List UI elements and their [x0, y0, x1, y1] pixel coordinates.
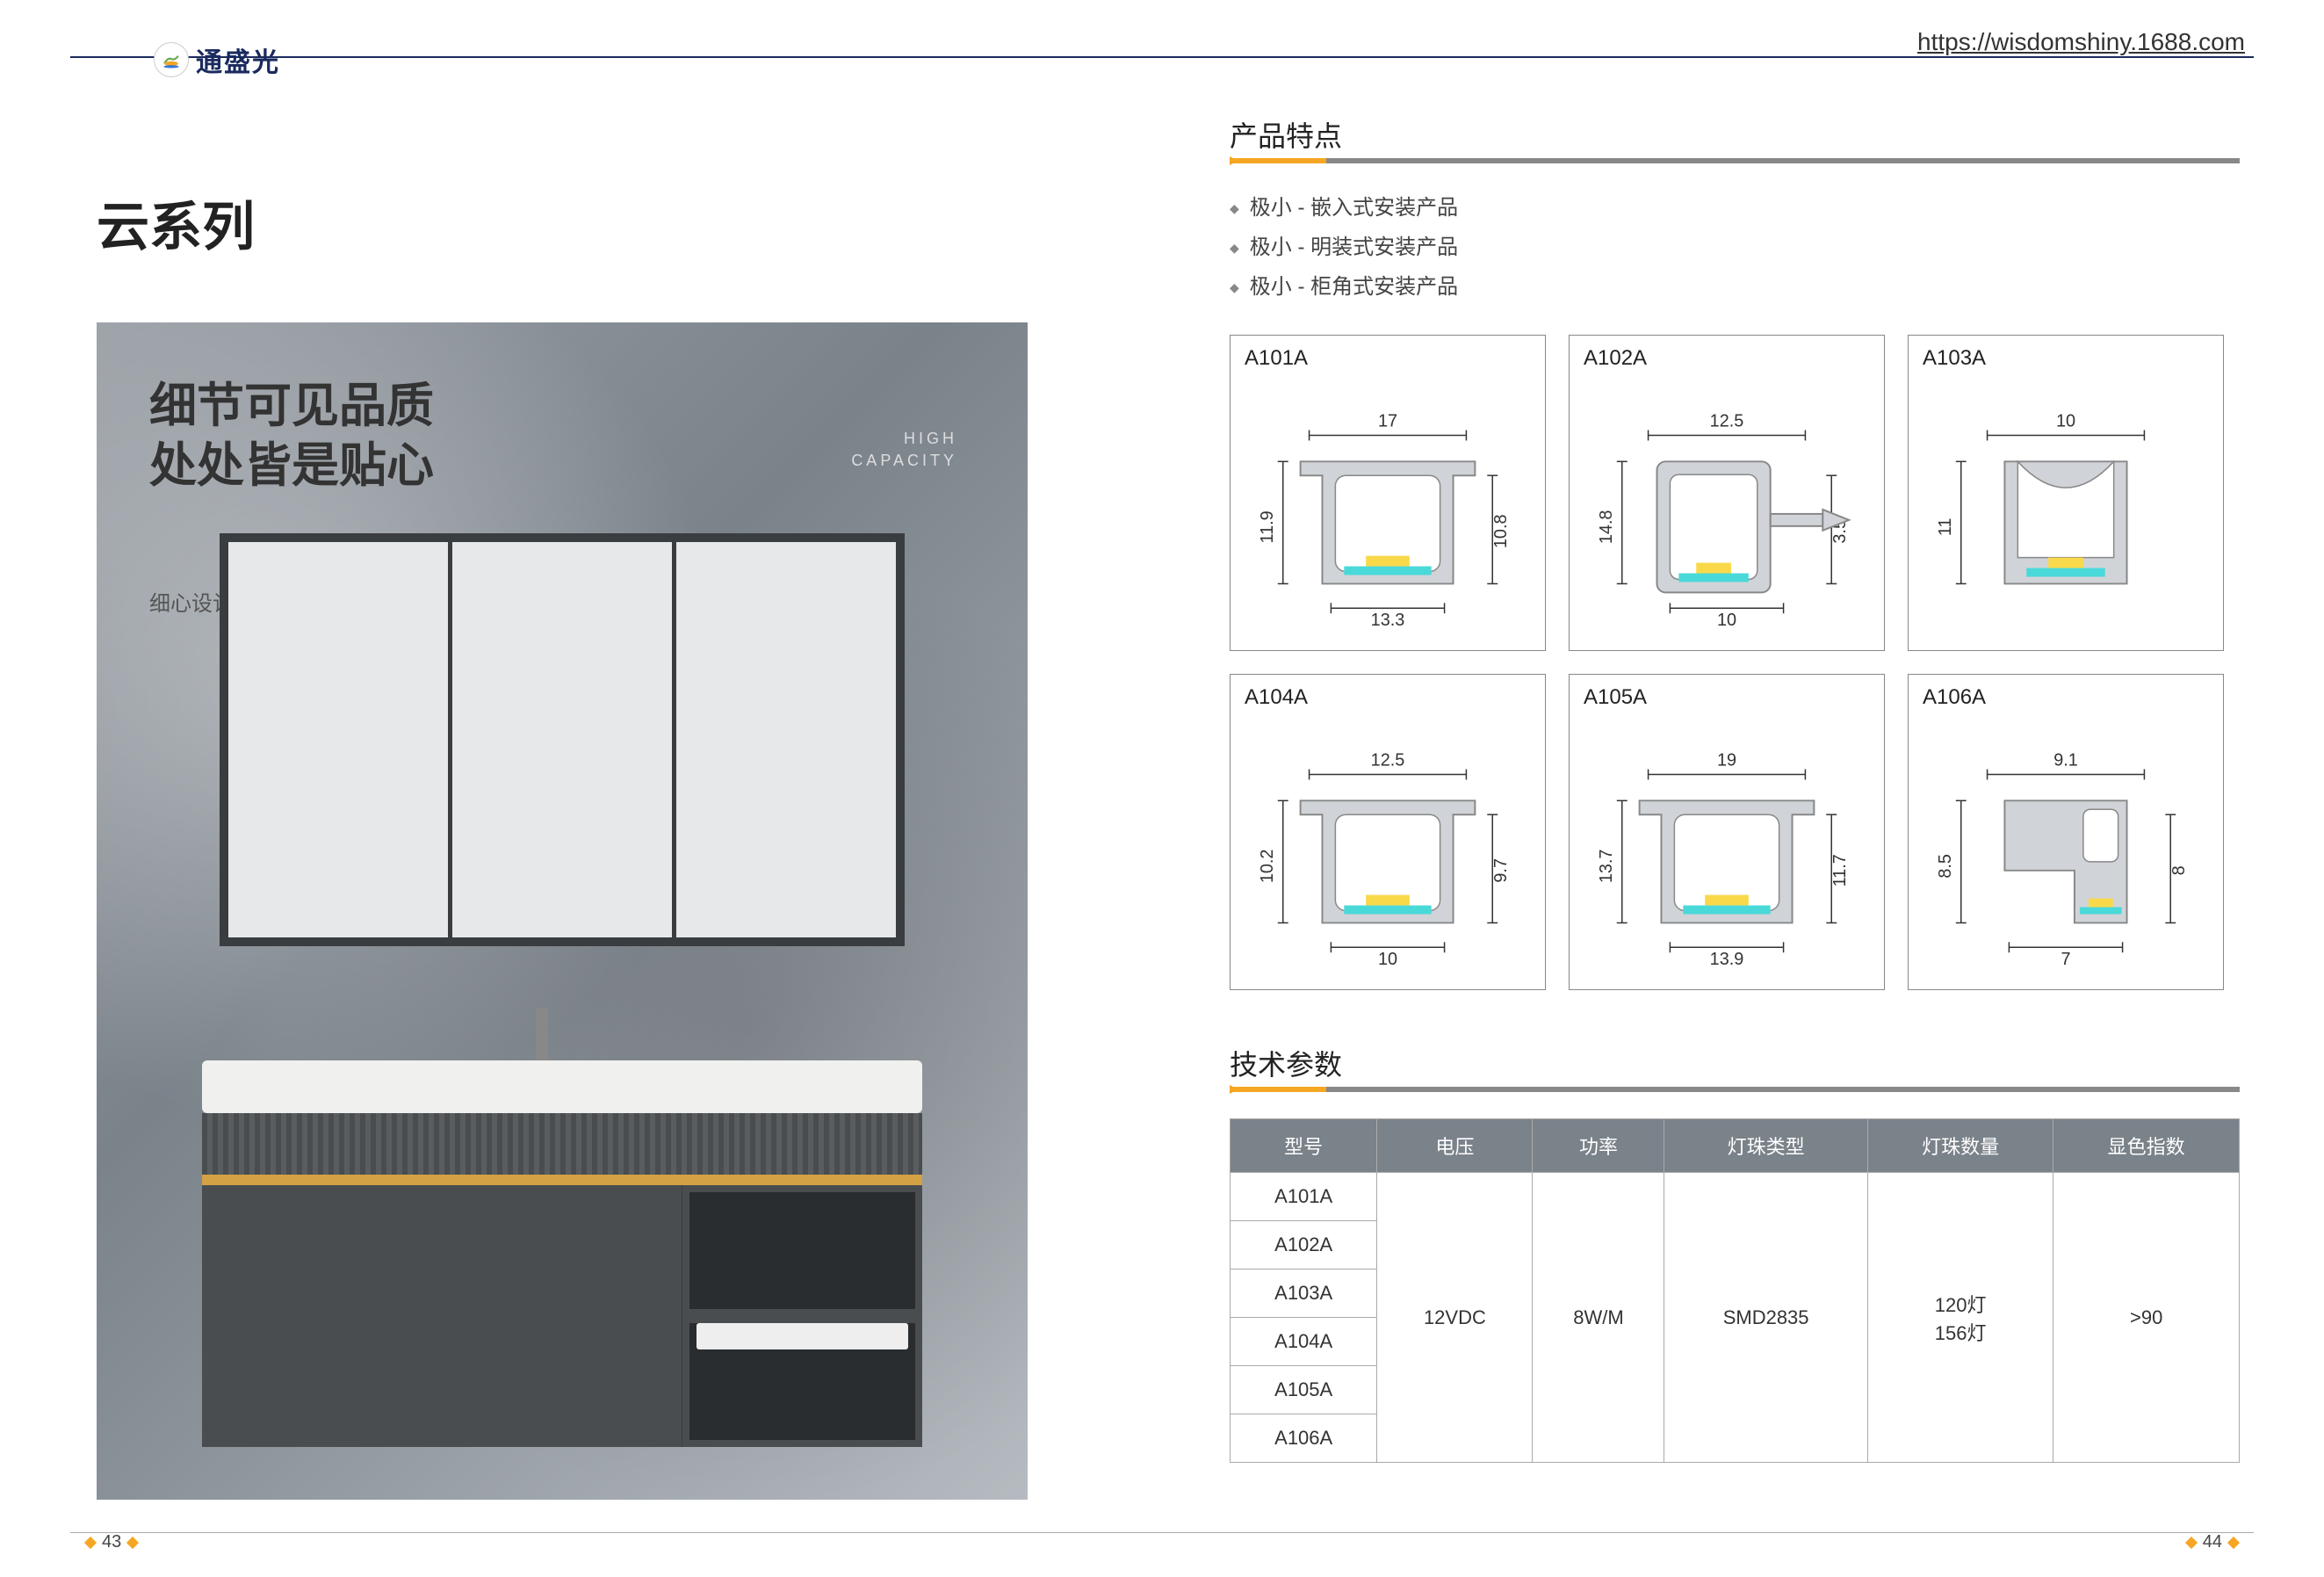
profile-card: A106A 9.1 7 8.5 8 — [1908, 674, 2224, 990]
svg-text:14.8: 14.8 — [1597, 510, 1616, 545]
profile-diagram: 12.5 10 10.2 9.7 — [1248, 717, 1527, 972]
profile-diagram: 17 13.3 11.9 10.8 — [1248, 378, 1527, 633]
profile-id: A105A — [1584, 685, 1647, 710]
svg-text:12.5: 12.5 — [1371, 751, 1405, 770]
model-cell: A103A — [1231, 1270, 1377, 1318]
table-row: A101A12VDC8W/MSMD2835120灯 156灯>90 — [1231, 1173, 2240, 1221]
table-header: 灯珠类型 — [1664, 1119, 1867, 1173]
feature-item: 极小 - 嵌入式安装产品 — [1230, 190, 2240, 221]
svg-text:9.7: 9.7 — [1491, 858, 1511, 883]
svg-text:10: 10 — [2056, 412, 2075, 431]
high-capacity-label: HIGH CAPACITY — [851, 428, 957, 472]
svg-text:10: 10 — [1378, 950, 1397, 969]
profile-id: A102A — [1584, 346, 1647, 371]
section-underline — [1230, 1087, 2240, 1092]
feature-item: 极小 - 明装式安装产品 — [1230, 229, 2240, 260]
spec-cell: 12VDC — [1377, 1173, 1533, 1463]
svg-text:11.7: 11.7 — [1830, 854, 1850, 886]
svg-text:11.9: 11.9 — [1258, 510, 1277, 543]
table-header: 功率 — [1533, 1119, 1664, 1173]
profile-card: A103A 10 11 — [1908, 335, 2224, 651]
svg-text:13.3: 13.3 — [1371, 611, 1405, 630]
svg-text:11: 11 — [1936, 518, 1955, 537]
table-header: 型号 — [1231, 1119, 1377, 1173]
svg-text:19: 19 — [1717, 751, 1736, 770]
table-header: 电压 — [1377, 1119, 1533, 1173]
feature-item: 极小 - 柜角式安装产品 — [1230, 269, 2240, 300]
specs-table: 型号电压功率灯珠类型灯珠数量显色指数 A101A12VDC8W/MSMD2835… — [1230, 1118, 2240, 1463]
svg-text:10: 10 — [1717, 611, 1736, 630]
section-underline — [1230, 158, 2240, 163]
image-heading-2: 处处皆是贴心 — [149, 426, 434, 496]
svg-text:8.5: 8.5 — [1936, 854, 1955, 879]
profile-id: A103A — [1923, 346, 1986, 371]
spec-cell: 120灯 156灯 — [1867, 1173, 2053, 1463]
website-url[interactable]: https://wisdomshiny.1688.com — [1917, 28, 2245, 56]
profile-id: A104A — [1245, 685, 1308, 710]
profile-diagram: 19 13.9 13.7 11.7 — [1587, 717, 1866, 972]
profile-diagram: 10 11 — [1926, 378, 2205, 633]
profiles-grid: A101A 17 13.3 11.9 10.8 A102A 12.5 — [1230, 335, 2240, 990]
model-cell: A104A — [1231, 1318, 1377, 1366]
page-number-right: 44 — [2180, 1532, 2245, 1552]
profile-card: A105A 19 13.9 13.7 11.7 — [1569, 674, 1885, 990]
model-cell: A106A — [1231, 1414, 1377, 1463]
spec-cell: 8W/M — [1533, 1173, 1664, 1463]
series-title: 云系列 — [97, 184, 1019, 261]
mirror-cabinet-illustration — [220, 533, 905, 946]
feature-list: 极小 - 嵌入式安装产品 极小 - 明装式安装产品 极小 - 柜角式安装产品 — [1230, 190, 2240, 300]
svg-text:10.2: 10.2 — [1258, 850, 1277, 884]
svg-text:9.1: 9.1 — [2053, 751, 2078, 770]
profile-id: A106A — [1923, 685, 1986, 710]
profile-card: A102A 12.5 10 14.8 3.5 — [1569, 335, 1885, 651]
svg-text:8: 8 — [2169, 865, 2189, 875]
model-cell: A105A — [1231, 1366, 1377, 1414]
brand-text: 通盛光 — [196, 40, 280, 79]
profile-diagram: 9.1 7 8.5 8 — [1926, 717, 2205, 972]
svg-text:10.8: 10.8 — [1491, 514, 1511, 548]
page-number-left: 43 — [79, 1532, 144, 1552]
table-header: 灯珠数量 — [1867, 1119, 2053, 1173]
svg-text:13.7: 13.7 — [1597, 850, 1616, 884]
product-photo: 细节可见品质 处处皆是贴心 HIGH CAPACITY 细心设计，根据收纳二八原… — [97, 322, 1028, 1500]
features-title: 产品特点 — [1230, 114, 2240, 155]
model-cell: A102A — [1231, 1221, 1377, 1270]
specs-title: 技术参数 — [1230, 1043, 2240, 1083]
brand-block: 通盛光 — [154, 40, 280, 79]
spec-cell: SMD2835 — [1664, 1173, 1867, 1463]
profile-card: A101A 17 13.3 11.9 10.8 — [1230, 335, 1546, 651]
svg-text:12.5: 12.5 — [1710, 412, 1744, 431]
profile-card: A104A 12.5 10 10.2 9.7 — [1230, 674, 1546, 990]
svg-text:7: 7 — [2061, 950, 2070, 969]
vanity-illustration — [202, 1060, 922, 1447]
spec-cell: >90 — [2053, 1173, 2240, 1463]
svg-text:13.9: 13.9 — [1710, 950, 1744, 969]
profile-diagram: 12.5 10 14.8 3.5 — [1587, 378, 1866, 633]
bottom-rule — [70, 1532, 2254, 1533]
brand-logo-icon — [154, 42, 189, 77]
model-cell: A101A — [1231, 1173, 1377, 1221]
profile-id: A101A — [1245, 346, 1308, 371]
table-header: 显色指数 — [2053, 1119, 2240, 1173]
svg-text:17: 17 — [1378, 412, 1397, 431]
top-rule — [70, 56, 2254, 58]
